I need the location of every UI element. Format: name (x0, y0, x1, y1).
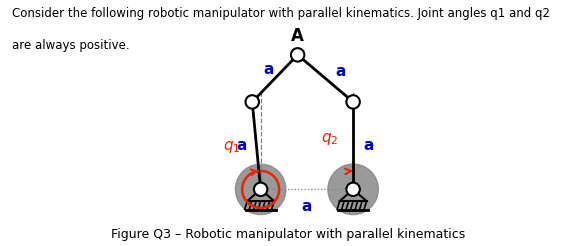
Text: a: a (302, 199, 312, 214)
Text: $q_2$: $q_2$ (321, 131, 338, 147)
Text: Consider the following robotic manipulator with parallel kinematics. Joint angle: Consider the following robotic manipulat… (12, 7, 549, 20)
Circle shape (346, 183, 360, 196)
Text: a: a (263, 62, 273, 77)
Text: a: a (236, 138, 246, 153)
Text: a: a (363, 138, 373, 153)
Text: a: a (335, 64, 346, 79)
Circle shape (254, 183, 267, 196)
Text: $q_1$: $q_1$ (223, 139, 241, 155)
Text: are always positive.: are always positive. (12, 39, 129, 52)
Text: Figure Q3 – Robotic manipulator with parallel kinematics: Figure Q3 – Robotic manipulator with par… (111, 228, 466, 241)
Wedge shape (235, 164, 286, 215)
Wedge shape (328, 164, 379, 215)
Circle shape (291, 48, 304, 62)
Text: A: A (291, 27, 304, 45)
Circle shape (346, 95, 360, 109)
Circle shape (246, 95, 259, 109)
